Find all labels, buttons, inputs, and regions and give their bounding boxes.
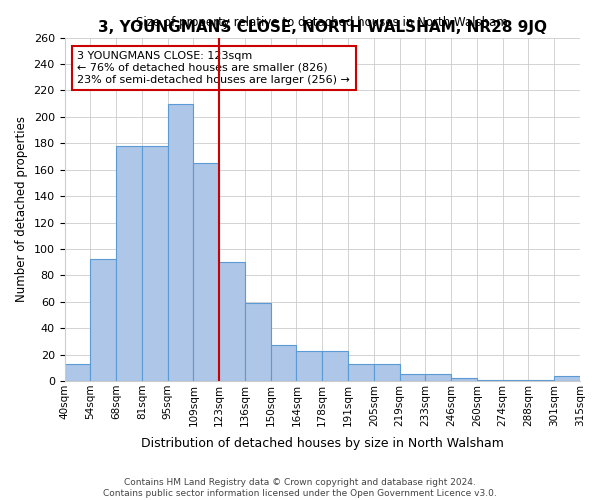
Text: Contains HM Land Registry data © Crown copyright and database right 2024.
Contai: Contains HM Land Registry data © Crown c… [103, 478, 497, 498]
Bar [116, 146, 142, 381]
Bar [503, 380, 529, 381]
Bar [167, 104, 193, 381]
Bar [219, 262, 245, 381]
Bar [271, 346, 296, 381]
Text: Size of property relative to detached houses in North Walsham: Size of property relative to detached ho… [136, 16, 508, 29]
Title: 3, YOUNGMANS CLOSE, NORTH WALSHAM, NR28 9JQ: 3, YOUNGMANS CLOSE, NORTH WALSHAM, NR28 … [98, 20, 547, 35]
Bar [348, 364, 374, 381]
Bar [451, 378, 477, 381]
Bar [477, 380, 503, 381]
Y-axis label: Number of detached properties: Number of detached properties [15, 116, 28, 302]
Bar [554, 376, 580, 381]
Bar [400, 374, 425, 381]
Bar [65, 364, 91, 381]
Bar [425, 374, 451, 381]
Bar [142, 146, 167, 381]
Text: 3 YOUNGMANS CLOSE: 123sqm
← 76% of detached houses are smaller (826)
23% of semi: 3 YOUNGMANS CLOSE: 123sqm ← 76% of detac… [77, 52, 350, 84]
Bar [296, 350, 322, 381]
X-axis label: Distribution of detached houses by size in North Walsham: Distribution of detached houses by size … [141, 437, 504, 450]
Bar [245, 303, 271, 381]
Bar [529, 380, 554, 381]
Bar [322, 350, 348, 381]
Bar [374, 364, 400, 381]
Bar [193, 163, 219, 381]
Bar [91, 260, 116, 381]
